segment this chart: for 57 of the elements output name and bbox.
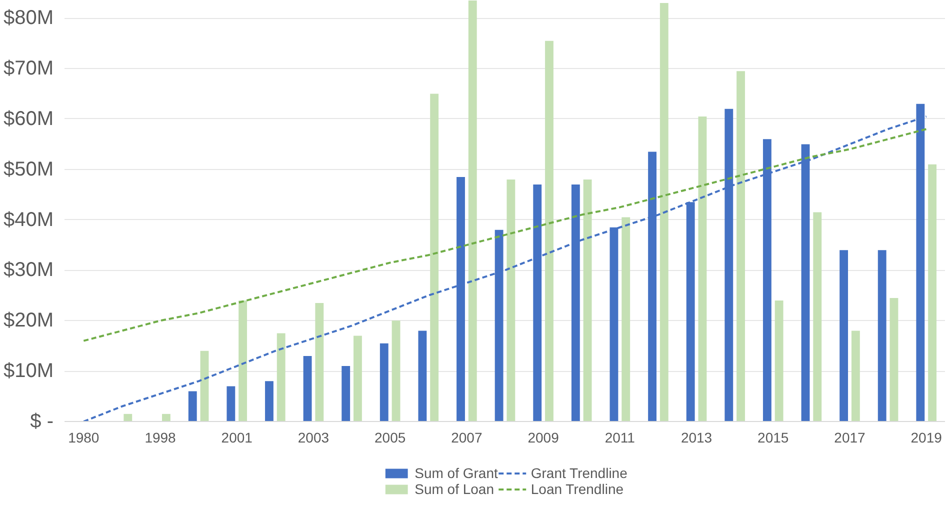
bar	[418, 330, 427, 422]
y-tick-label: $50M	[3, 158, 54, 180]
bar	[342, 366, 350, 422]
x-tick-label: 2003	[298, 430, 330, 446]
y-tick-label: $30M	[3, 259, 54, 282]
bar	[354, 336, 362, 422]
bar	[392, 320, 400, 422]
bar	[315, 303, 324, 422]
bar	[430, 94, 439, 422]
x-tick-label: 2017	[834, 430, 866, 446]
bar	[660, 3, 668, 422]
bar	[162, 414, 170, 422]
bar	[736, 71, 745, 422]
x-tick-label: 2009	[528, 430, 560, 446]
bar	[468, 0, 477, 422]
bar	[878, 250, 886, 422]
legend-label: Grant Trendline	[530, 465, 628, 481]
bar	[774, 300, 784, 422]
y-tick-label: $ -	[30, 410, 54, 432]
legend-label: Loan Trendline	[530, 481, 624, 497]
x-tick-label: 2005	[374, 430, 406, 446]
bar	[698, 116, 707, 422]
x-tick-label: 2019	[910, 430, 942, 446]
line-series	[82, 128, 928, 342]
y-tick-label: $40M	[3, 208, 54, 231]
x-tick-label: 1998	[144, 430, 176, 446]
bar	[545, 40, 554, 422]
x-tick-label: 2015	[758, 430, 789, 446]
y-tick-label: $80M	[3, 7, 54, 30]
y-tick-label: $10M	[3, 360, 54, 382]
bar	[890, 298, 898, 422]
bar	[124, 414, 132, 422]
y-tick-label: $60M	[3, 108, 54, 130]
x-tick-label: 2013	[680, 430, 712, 446]
y-tick-label: $20M	[3, 310, 54, 332]
y-tick-label: $70M	[3, 58, 54, 80]
x-tick-label: 2011	[604, 430, 636, 446]
bar	[506, 179, 516, 422]
bar	[238, 300, 248, 422]
bar	[851, 330, 860, 422]
bar	[583, 179, 592, 422]
legend-label: Sum of Grant	[414, 465, 498, 481]
bar	[622, 217, 630, 422]
bar	[265, 381, 274, 422]
legend-label: Sum of Loan	[414, 481, 494, 497]
bar	[276, 333, 286, 422]
bar	[226, 386, 236, 422]
bar	[928, 164, 936, 422]
bar	[303, 356, 312, 422]
bar	[188, 391, 197, 422]
x-tick-label: 2007	[451, 430, 482, 446]
bar	[380, 343, 388, 422]
x-tick-label: 2001	[221, 430, 253, 446]
x-tick-label: 1980	[68, 430, 100, 446]
bar	[840, 250, 848, 422]
bar	[813, 212, 822, 422]
bar	[200, 350, 209, 422]
